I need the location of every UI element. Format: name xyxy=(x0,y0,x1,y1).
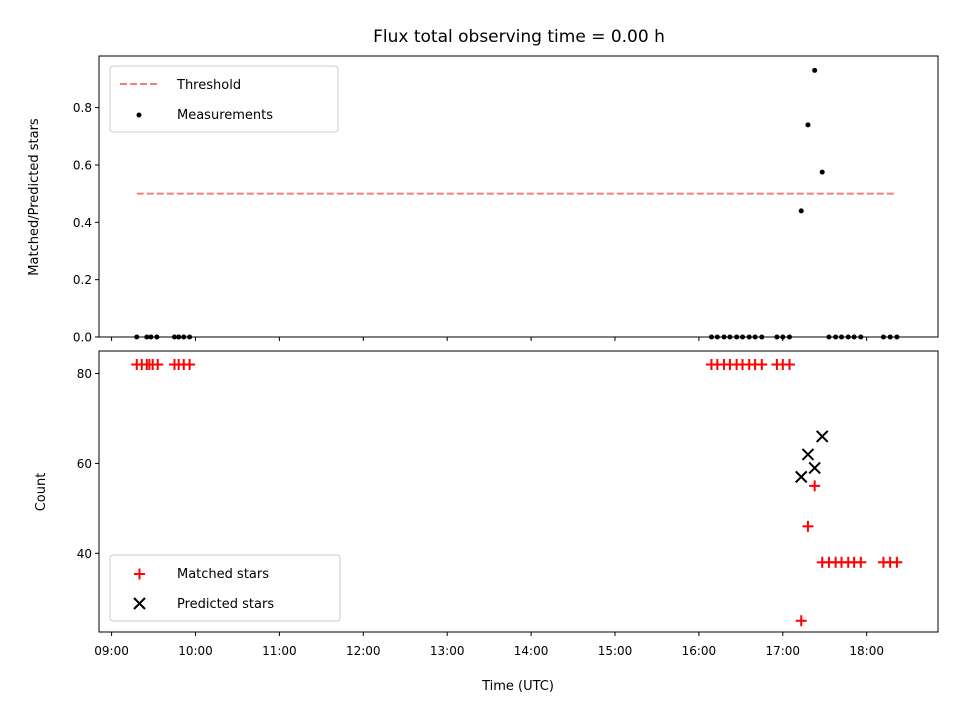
x-tick-label: 15:00 xyxy=(598,644,633,658)
x-axis-label: Time (UTC) xyxy=(481,679,554,694)
top-legend: Threshold Measurements xyxy=(109,65,339,133)
top-y-tick-label: 0.6 xyxy=(73,158,92,172)
bottom-y-tick-label: 80 xyxy=(77,367,92,381)
top-y-tick-label: 0.0 xyxy=(73,331,92,345)
predicted-star-point xyxy=(816,430,829,443)
bottom-y-ticks: 40 60 80 xyxy=(77,367,99,561)
matched-legend-label: Matched stars xyxy=(177,567,269,582)
top-legend-box xyxy=(109,65,339,133)
top-axes-frame xyxy=(98,55,939,338)
x-tick-label: 09:00 xyxy=(94,644,129,658)
bottom-axes-frame xyxy=(98,350,939,633)
x-tick-label: 16:00 xyxy=(682,644,717,658)
matched-star-point xyxy=(795,615,807,627)
bottom-legend-box xyxy=(109,554,341,622)
bottom-y-axis-label: Count xyxy=(34,473,49,512)
threshold-legend-label: Threshold xyxy=(176,78,241,93)
x-tick-label: 12:00 xyxy=(346,644,381,658)
matched-star-point xyxy=(783,358,795,370)
x-tick-label: 18:00 xyxy=(849,644,884,658)
bottom-y-tick-label: 40 xyxy=(77,547,92,561)
measurements-legend-marker xyxy=(136,112,142,118)
top-y-tick-label: 0.8 xyxy=(73,101,92,115)
bottom-y-tick-label: 60 xyxy=(77,457,92,471)
measurement-point xyxy=(812,67,818,73)
top-y-tick-label: 0.2 xyxy=(73,273,92,287)
predicted-legend-marker xyxy=(133,597,146,610)
top-y-axis-label: Matched/Predicted stars xyxy=(27,118,42,276)
predicted-star-point xyxy=(795,470,808,484)
predicted-star-point xyxy=(801,448,815,461)
chart-title: Flux total observing time = 0.00 h xyxy=(373,27,665,47)
x-tick-label: 17:00 xyxy=(765,644,800,658)
top-x-ticks xyxy=(111,337,868,341)
measurements-legend-label: Measurements xyxy=(177,108,273,123)
top-axes: 0.00.20.40.60.8 Matched/Predicted stars … xyxy=(27,55,939,345)
x-tick-label: 14:00 xyxy=(514,644,549,658)
bottom-x-ticks: 09:00 10:00 11:00 12:00 13:00 14:00 15:00 16:00… xyxy=(94,632,884,658)
bottom-legend: Matched stars Predicted stars xyxy=(109,554,341,622)
matched-star-point xyxy=(891,556,903,568)
measurement-point xyxy=(819,169,825,175)
x-tick-label: 10:00 xyxy=(178,644,213,658)
top-y-ticks: 0.0 0.2 0.4 0.6 0.8 xyxy=(73,101,99,345)
bottom-plot-area xyxy=(131,358,903,627)
matched-star-point xyxy=(855,556,867,568)
bottom-axes: 40 60 80 09:00 10:00 11:00 12:00 13:00 14:00 15:… xyxy=(34,350,939,694)
matched-legend-marker xyxy=(134,568,145,580)
predicted-legend-label: Predicted stars xyxy=(177,597,274,612)
x-tick-label: 11:00 xyxy=(262,644,297,658)
matched-star-point xyxy=(152,358,164,370)
matched-star-point xyxy=(184,358,196,370)
matched-star-point xyxy=(802,520,814,532)
top-y-tick-label: 0.4 xyxy=(73,216,92,230)
matched-star-point xyxy=(756,358,768,370)
measurement-point xyxy=(798,208,804,214)
measurement-point xyxy=(805,122,811,128)
matched-star-point xyxy=(809,480,821,492)
x-tick-label: 13:00 xyxy=(430,644,465,658)
predicted-star-point xyxy=(808,461,821,475)
